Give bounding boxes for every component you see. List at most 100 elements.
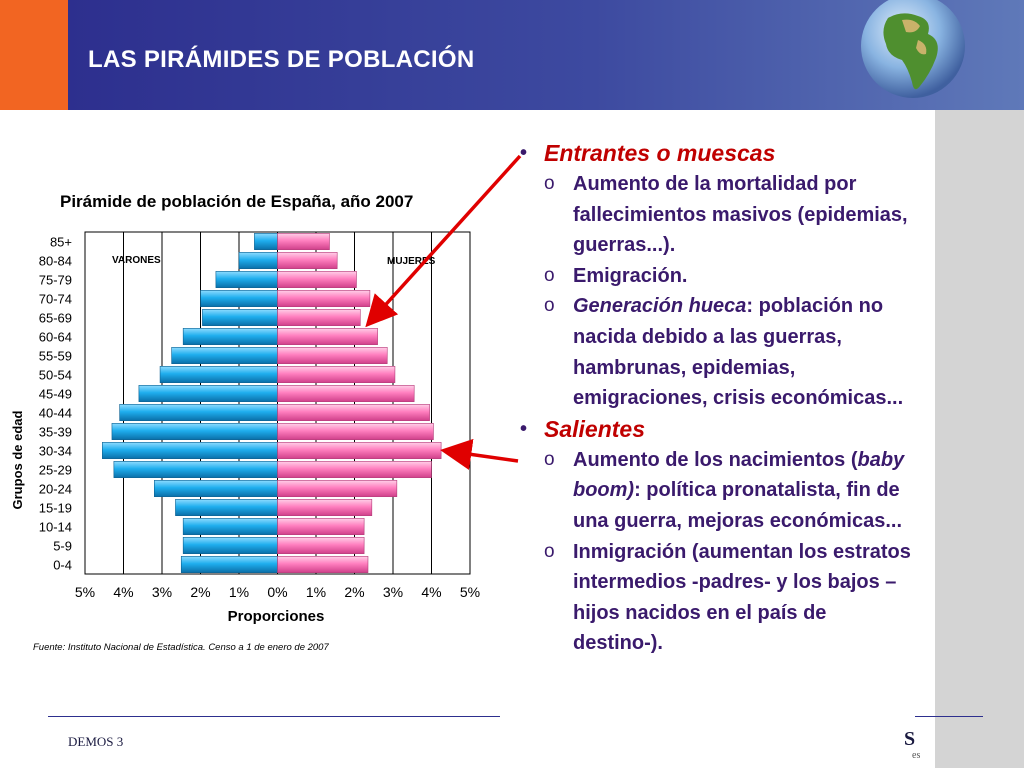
sub-bullet-text: Inmigración (aumentan los estratos inter… — [573, 540, 911, 655]
age-group-label: 25-29 — [39, 463, 72, 478]
female-bar-65-69 — [277, 309, 361, 326]
female-bar-30-34 — [277, 442, 442, 459]
x-axis-label: Proporciones — [228, 608, 325, 625]
bullet-heading-text: Salientes — [544, 415, 645, 442]
sub-bullet-text: Emigración. — [573, 264, 688, 287]
female-bar-35-39 — [277, 423, 434, 440]
age-group-label: 20-24 — [39, 482, 72, 497]
sub-bullet-item: o Aumento de la mortalidad por fallecimie… — [518, 169, 918, 261]
male-bar-15-19 — [175, 499, 278, 516]
male-bar-10-14 — [182, 518, 278, 535]
sub-bullet-text: Aumento de los nacimientos ( — [573, 448, 858, 471]
female-bar-75-79 — [277, 271, 357, 288]
bullet-dot-icon: • — [520, 142, 528, 164]
bullet-list: • Entrantes o muescas o Aumento de la morta… — [518, 138, 918, 659]
female-bar-50-54 — [277, 366, 396, 383]
female-bar-15-19 — [277, 499, 373, 516]
x-tick-label: 5% — [75, 584, 95, 600]
age-group-label: 30-34 — [39, 444, 72, 459]
female-bar-80-84 — [277, 252, 338, 269]
female-bar-85+ — [277, 233, 330, 250]
age-group-label: 15-19 — [39, 501, 72, 516]
female-bar-10-14 — [277, 518, 365, 535]
age-group-label: 70-74 — [39, 292, 72, 307]
sub-bullet-text: Generación hueca — [573, 295, 747, 318]
x-tick-label: 3% — [152, 584, 172, 600]
male-bar-50-54 — [159, 366, 278, 383]
x-tick-label: 1% — [229, 584, 249, 600]
male-bar-85+ — [254, 233, 278, 250]
female-bar-0-4 — [277, 556, 369, 573]
sub-bullet-text: : política pronatalista, fin de una guer… — [573, 479, 903, 532]
right-side-strip — [935, 110, 1024, 768]
age-group-label: 55-59 — [39, 349, 72, 364]
female-bar-60-64 — [277, 328, 378, 345]
age-group-label: 45-49 — [39, 387, 72, 402]
age-group-label: 10-14 — [39, 520, 72, 535]
sub-bullet-item: o Aumento de los nacimientos (baby boom):… — [518, 445, 918, 537]
circle-bullet-icon: o — [544, 448, 555, 470]
bullet-heading: • Entrantes o muescas — [518, 138, 918, 169]
male-bar-55-59 — [171, 347, 278, 364]
female-side-label: MUJERES — [387, 256, 436, 267]
sub-bullet-text: baby boom) — [573, 448, 905, 502]
age-group-label: 65-69 — [39, 311, 72, 326]
population-pyramid-chart: Pirámide de población de España, año 200… — [10, 192, 480, 653]
circle-bullet-icon: o — [544, 295, 555, 317]
x-tick-label: 3% — [383, 584, 403, 600]
x-tick-label: 4% — [421, 584, 441, 600]
age-group-label: 0-4 — [53, 558, 72, 573]
female-bar-25-29 — [277, 461, 432, 478]
male-bar-60-64 — [182, 328, 278, 345]
orange-accent-block — [0, 0, 68, 110]
male-bar-30-34 — [102, 442, 278, 459]
bullet-heading-text: Entrantes o muescas — [544, 140, 776, 166]
female-bar-45-49 — [277, 385, 415, 402]
footer-logo: S — [904, 728, 916, 750]
sub-bullet-list: o Aumento de la mortalidad por fallecimie… — [518, 169, 918, 414]
age-group-label: 60-64 — [39, 330, 72, 345]
sub-bullet-text: Aumento de la mortalidad por fallecimien… — [573, 173, 908, 257]
female-bar-55-59 — [277, 347, 388, 364]
footer-line-left — [48, 716, 500, 717]
circle-bullet-icon: o — [544, 173, 555, 194]
male-side-label: VARONES — [112, 255, 161, 266]
age-group-label: 85+ — [50, 235, 72, 250]
sub-bullet-item: o Emigración. — [518, 261, 918, 292]
female-bar-40-44 — [277, 404, 430, 421]
male-bar-75-79 — [215, 271, 278, 288]
x-tick-label: 1% — [306, 584, 326, 600]
male-bar-0-4 — [180, 556, 278, 573]
x-tick-label: 4% — [113, 584, 133, 600]
male-bar-25-29 — [113, 461, 278, 478]
sub-bullet-item: o Generación hueca: población no nacida d… — [518, 291, 918, 413]
x-tick-label: 5% — [460, 584, 480, 600]
footer-logo-sub: es — [912, 750, 921, 761]
globe-icon — [861, 0, 965, 98]
y-axis-label: Grupos de edad — [10, 410, 25, 509]
male-bar-45-49 — [138, 385, 278, 402]
male-bar-40-44 — [119, 404, 278, 421]
page-title: LAS PIRÁMIDES DE POBLACIÓN — [88, 46, 475, 73]
age-group-label: 80-84 — [39, 254, 72, 269]
sub-bullet-list: o Aumento de los nacimientos (baby boom):… — [518, 445, 918, 659]
male-bar-70-74 — [200, 290, 278, 307]
female-bar-5-9 — [277, 537, 365, 554]
age-group-label: 35-39 — [39, 425, 72, 440]
bullet-heading: • Salientes — [518, 414, 918, 445]
male-bar-80-84 — [238, 252, 278, 269]
female-bar-70-74 — [277, 290, 371, 307]
x-tick-label: 0% — [267, 584, 287, 600]
male-bar-65-69 — [202, 309, 278, 326]
age-group-label: 40-44 — [39, 406, 72, 421]
footer-line-right — [915, 716, 983, 717]
male-bar-35-39 — [111, 423, 278, 440]
circle-bullet-icon: o — [544, 540, 555, 562]
x-tick-label: 2% — [190, 584, 210, 600]
age-group-label: 50-54 — [39, 368, 72, 383]
age-group-label: 75-79 — [39, 273, 72, 288]
chart-source-note: Fuente: Instituto Nacional de Estadístic… — [33, 642, 329, 653]
sub-bullet-text: : población no nacida debido a las guerr… — [573, 295, 904, 410]
male-bar-5-9 — [182, 537, 278, 554]
circle-bullet-icon: o — [544, 264, 555, 286]
